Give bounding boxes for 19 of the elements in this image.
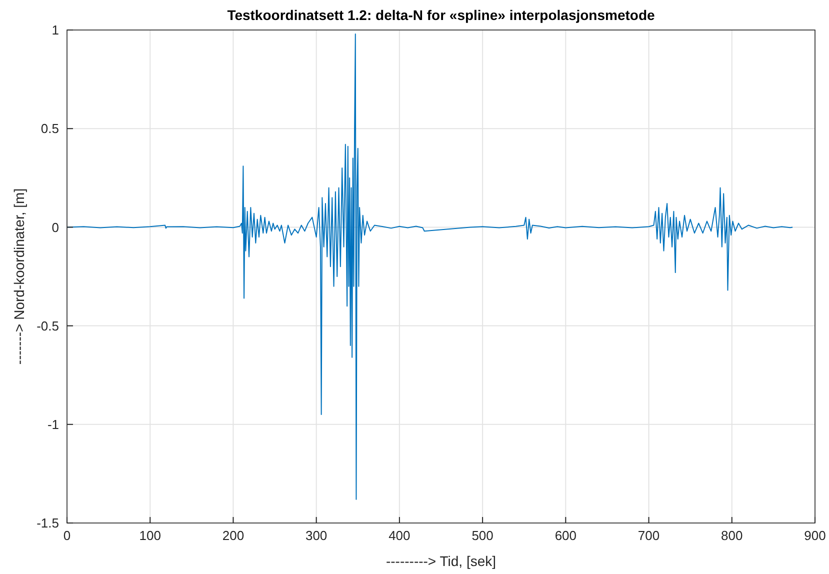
y-tick-label: -1.5	[36, 516, 59, 531]
x-tick-label: 100	[139, 528, 161, 543]
x-tick-label: 500	[472, 528, 494, 543]
x-tick-label: 800	[721, 528, 743, 543]
y-tick-label: -1	[47, 416, 59, 432]
y-tick-label: 0.5	[40, 121, 59, 136]
x-tick-label: 400	[388, 528, 410, 543]
x-axis-title: ---------> Tid, [sek]	[386, 553, 496, 569]
x-tick-label: 900	[804, 528, 826, 543]
y-axis-title: -------> Nord-koordinater, [m]	[11, 188, 27, 365]
x-tick-label: 0	[63, 528, 71, 543]
y-tick-label: 1	[52, 22, 59, 38]
chart-title: Testkoordinatsett 1.2: delta-N for «spline» interpolasjonsmetode	[227, 7, 656, 23]
x-tick-label: 300	[305, 528, 328, 543]
x-tick-label: 600	[554, 528, 577, 543]
x-tick-label: 200	[222, 528, 244, 543]
y-tick-label: 0	[52, 220, 59, 235]
y-tick-label: -0.5	[36, 318, 59, 334]
x-tick-label: 700	[638, 528, 660, 543]
